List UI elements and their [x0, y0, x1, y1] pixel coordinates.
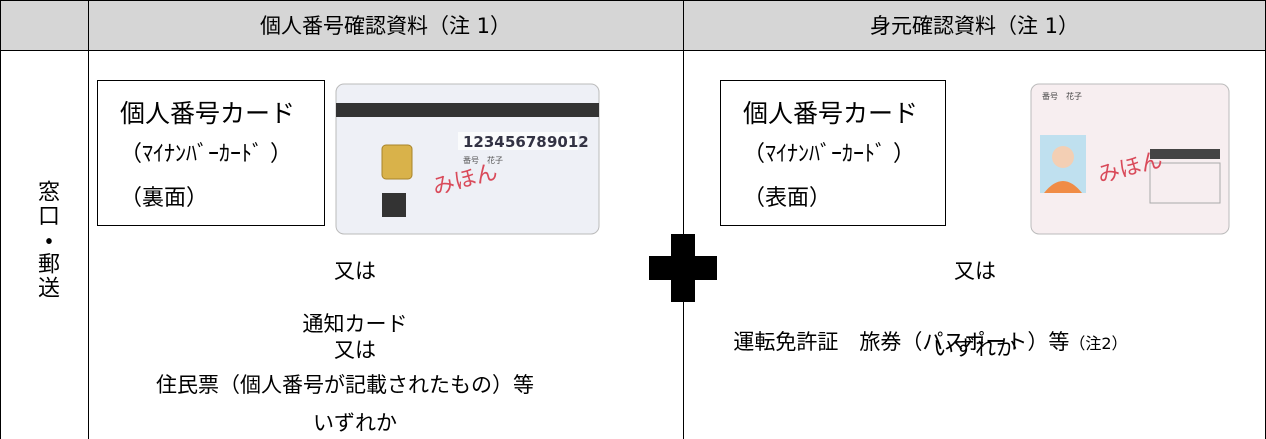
card-label: （裏面） — [120, 186, 209, 211]
header-cell: 身元確認資料（注 1） — [869, 14, 1080, 38]
border — [88, 0, 89, 439]
border — [0, 0, 1266, 1]
photo-face — [1052, 146, 1074, 168]
alt-text: 運転免許証 旅券（パスポート）等（注2） — [720, 302, 1128, 356]
header-cell: 個人番号確認資料（注 1） — [259, 14, 512, 38]
card-label-box: 個人番号カード （ﾏｲﾅﾝﾊﾞｰｶｰﾄﾞ ） （表面） — [720, 80, 946, 226]
border — [683, 0, 684, 439]
card-name: 番号 花子 — [1042, 91, 1082, 101]
header-row — [0, 0, 1266, 50]
card-label: 個人番号カード — [120, 99, 296, 128]
alt-text: いずれか — [933, 336, 1017, 360]
qr-code — [382, 193, 406, 217]
card-number: 9012 — [547, 133, 589, 151]
card-image-front: 番号 花子 みほん — [1030, 83, 1230, 235]
card-number: 1234 — [463, 133, 505, 151]
card-image-back: 1234 5678 9012 番号 花子 みほん — [335, 83, 600, 235]
alt-text: 住民票（個人番号が記載されたもの）等 — [156, 373, 534, 397]
card-label: 個人番号カード — [743, 99, 919, 128]
alt-text: いずれか — [313, 411, 397, 435]
alt-text: 又は — [954, 259, 996, 283]
card-name: 番号 花子 — [463, 155, 503, 165]
number-area — [458, 132, 578, 150]
magnetic-strip — [336, 103, 599, 117]
card-number: 5678 — [505, 133, 547, 151]
card-field — [1149, 162, 1221, 204]
photo-body — [1044, 181, 1082, 193]
plus-icon — [649, 234, 717, 302]
card-label: （表面） — [743, 186, 832, 211]
alt-text: 又は — [334, 259, 376, 283]
alt-text: 又は — [334, 338, 376, 362]
alt-text: 運転免許証 旅券（パスポート）等 — [733, 330, 1070, 354]
border — [0, 50, 1266, 51]
card — [1030, 83, 1230, 235]
card-label-box: 個人番号カード （ﾏｲﾅﾝﾊﾞｰｶｰﾄﾞ ） （裏面） — [97, 80, 325, 226]
alt-text: 通知カード — [302, 312, 408, 336]
card-field — [1150, 149, 1220, 159]
chip — [381, 144, 413, 180]
card-label: （ﾏｲﾅﾝﾊﾞｰｶｰﾄﾞ ） — [120, 142, 292, 167]
row-label: 窓口・郵送 — [34, 180, 59, 300]
border — [0, 0, 1, 439]
card-label: （ﾏｲﾅﾝﾊﾞｰｶｰﾄﾞ ） — [743, 142, 915, 167]
note: （注2） — [1069, 334, 1128, 353]
